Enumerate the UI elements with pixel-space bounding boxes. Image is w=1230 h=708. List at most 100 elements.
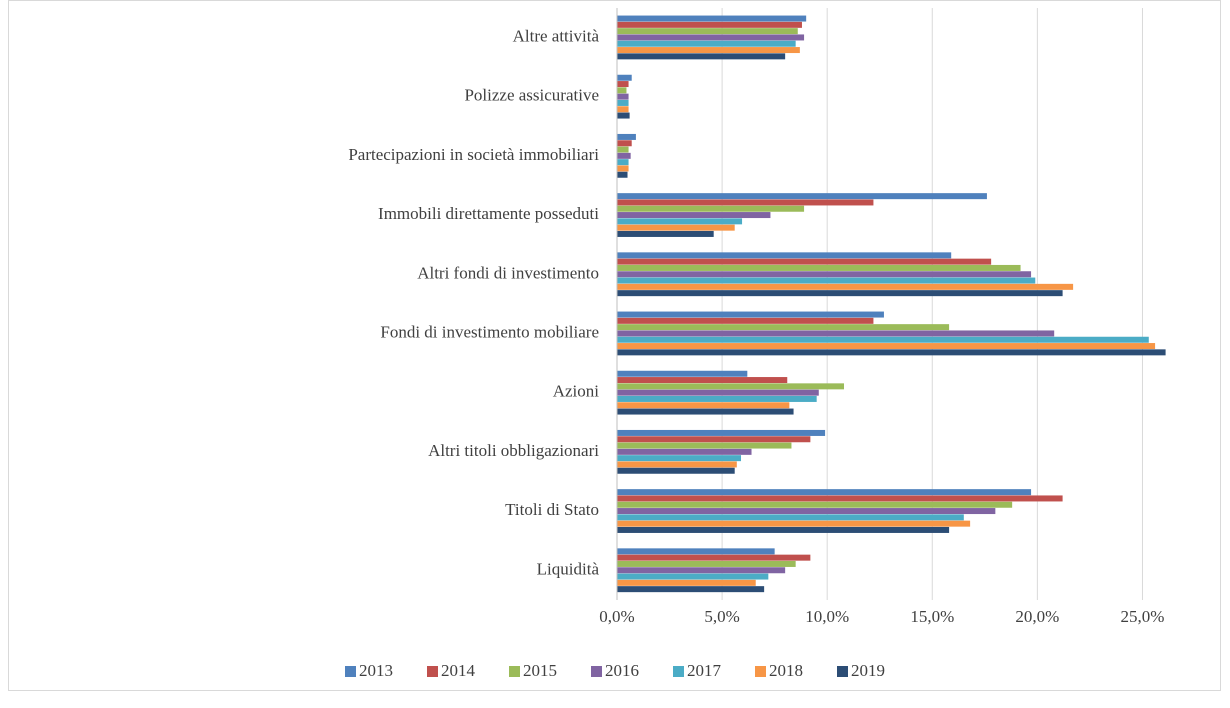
bar — [617, 520, 971, 527]
bar — [617, 495, 1063, 502]
bar — [617, 34, 805, 41]
y-tick-label: Partecipazioni in società immobiliari — [348, 145, 599, 164]
y-tick-label: Liquidità — [537, 559, 600, 578]
y-tick-label: Altri titoli obbligazionari — [428, 441, 599, 460]
bar — [617, 395, 817, 402]
bar — [617, 283, 1074, 290]
chart-frame — [8, 0, 1221, 691]
bar — [617, 218, 743, 225]
bar — [617, 40, 796, 47]
bar — [617, 370, 748, 377]
bar — [617, 152, 631, 159]
bar — [617, 133, 636, 140]
bar — [617, 408, 794, 415]
x-tick-label: 10,0% — [805, 607, 849, 626]
bar — [617, 290, 1063, 297]
y-tick-label: Titoli di Stato — [505, 500, 599, 519]
y-tick-label: Immobili direttamente posseduti — [378, 204, 599, 223]
bar — [617, 99, 629, 106]
y-tick-label: Altri fondi di investimento — [417, 263, 599, 282]
bar — [617, 264, 1021, 271]
bar — [617, 508, 996, 515]
legend-label: 2016 — [605, 661, 639, 680]
bar — [617, 252, 952, 259]
legend-swatch — [427, 666, 438, 677]
legend-swatch — [673, 666, 684, 677]
bar — [617, 383, 845, 390]
bar — [617, 193, 987, 200]
y-tick-label: Fondi di investimento mobiliare — [380, 323, 599, 342]
bar — [617, 277, 1036, 284]
bar — [617, 224, 735, 231]
y-tick-label: Altre attività — [513, 27, 600, 46]
bar — [617, 28, 798, 35]
bar — [617, 330, 1055, 337]
bar — [617, 343, 1156, 350]
bar — [617, 53, 786, 60]
x-tick-label: 5,0% — [704, 607, 739, 626]
bar — [617, 402, 790, 409]
bar — [617, 258, 992, 265]
bar — [617, 205, 805, 212]
legend-label: 2019 — [851, 661, 885, 680]
bar — [617, 171, 628, 178]
bar — [617, 429, 826, 436]
bar — [617, 271, 1032, 278]
y-tick-label: Azioni — [553, 382, 600, 401]
legend-label: 2013 — [359, 661, 393, 680]
legend-swatch — [591, 666, 602, 677]
bar — [617, 501, 1013, 508]
bar — [617, 159, 629, 166]
bar — [617, 567, 786, 574]
bar — [617, 15, 807, 22]
bar — [617, 579, 756, 586]
bar — [617, 467, 735, 474]
legend-swatch — [345, 666, 356, 677]
bar — [617, 461, 737, 468]
bar — [617, 336, 1149, 343]
legend-swatch — [837, 666, 848, 677]
bar — [617, 81, 629, 88]
bar — [617, 442, 792, 449]
bar — [617, 140, 632, 147]
bar — [617, 349, 1166, 356]
bar — [617, 74, 632, 81]
bar — [617, 324, 950, 331]
x-tick-label: 0,0% — [599, 607, 634, 626]
bar — [617, 554, 811, 561]
bar — [617, 455, 742, 462]
bar — [617, 165, 629, 172]
legend-label: 2014 — [441, 661, 476, 680]
bar — [617, 526, 950, 533]
bar — [617, 21, 802, 28]
bar — [617, 436, 811, 443]
legend-label: 2017 — [687, 661, 722, 680]
legend-swatch — [509, 666, 520, 677]
legend-label: 2018 — [769, 661, 803, 680]
y-tick-label: Polizze assicurative — [464, 86, 599, 105]
bar — [617, 112, 630, 119]
bar — [617, 586, 765, 593]
x-tick-label: 15,0% — [910, 607, 954, 626]
bar — [617, 47, 800, 54]
bar — [617, 93, 629, 100]
bar — [617, 560, 796, 567]
bar — [617, 448, 752, 455]
bar — [617, 146, 629, 153]
bar — [617, 230, 714, 237]
bar — [617, 514, 964, 521]
bar — [617, 489, 1032, 496]
bar — [617, 212, 771, 219]
x-tick-label: 25,0% — [1121, 607, 1165, 626]
legend-swatch — [755, 666, 766, 677]
bar — [617, 199, 874, 206]
bar — [617, 573, 769, 580]
bar — [617, 377, 788, 384]
bar — [617, 106, 629, 113]
bar — [617, 317, 874, 324]
legend-label: 2015 — [523, 661, 557, 680]
x-tick-label: 20,0% — [1015, 607, 1059, 626]
bar — [617, 311, 884, 318]
bar — [617, 389, 819, 396]
